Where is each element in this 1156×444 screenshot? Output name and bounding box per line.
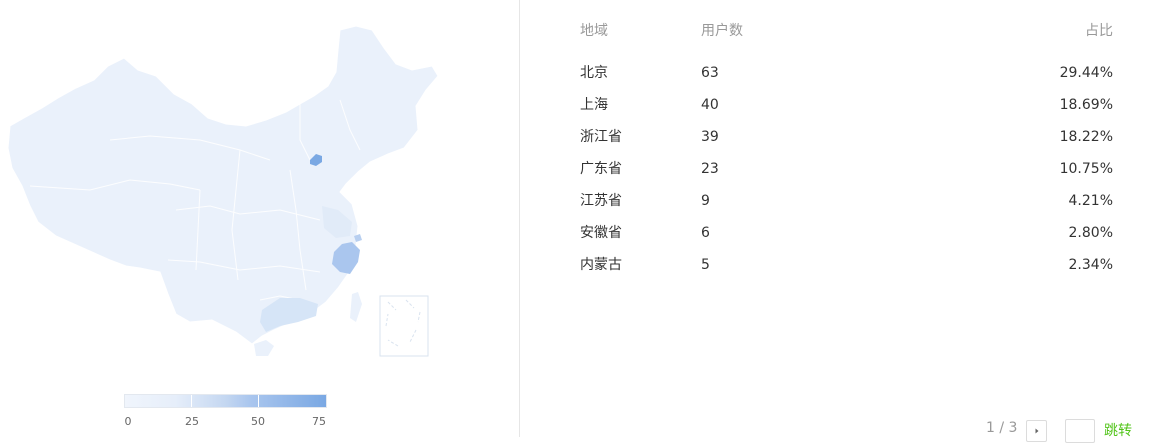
cell-users: 9 [701,193,710,209]
cell-region: 内蒙古 [580,257,622,273]
cell-region: 上海 [580,97,608,113]
cell-region: 浙江省 [580,129,622,145]
china-map-panel: 0 25 50 75 [0,0,519,437]
cell-ratio: 29.44% [1059,65,1113,81]
visual-map-legend: 0 25 50 75 [124,394,327,431]
legend-ticks: 0 25 50 75 [124,415,327,431]
china-map[interactable] [0,0,519,437]
beijing-region[interactable] [310,154,322,166]
panel-divider [519,0,520,437]
cell-users: 23 [701,161,719,177]
table-row: 浙江省 39 18.22% [580,127,1113,159]
table-row: 上海 40 18.69% [580,95,1113,127]
caret-right-icon [1035,428,1039,434]
hainan-region[interactable] [254,340,274,356]
table-row: 北京 63 29.44% [580,63,1113,95]
cell-ratio: 2.80% [1068,225,1113,241]
cell-users: 63 [701,65,719,81]
legend-tick: 0 [124,415,132,428]
zhejiang-region[interactable] [332,242,360,274]
header-ratio[interactable]: 占比 [1085,23,1113,39]
cell-region: 江苏省 [580,193,622,209]
cell-region: 北京 [580,65,608,81]
mainland-china-shape[interactable] [7,25,439,345]
jiangsu-region[interactable] [322,206,352,238]
next-page-button[interactable] [1026,420,1047,442]
cell-ratio: 18.22% [1059,129,1113,145]
jump-button[interactable]: 跳转 [1104,423,1132,439]
cell-ratio: 10.75% [1059,161,1113,177]
taiwan-region[interactable] [350,292,362,322]
legend-color-bar[interactable] [124,394,327,408]
jump-page-input[interactable] [1065,419,1095,443]
cell-region: 广东省 [580,161,622,177]
legend-tick: 25 [185,415,199,428]
table-row: 安徽省 6 2.80% [580,223,1113,255]
cell-users: 39 [701,129,719,145]
legend-divider [258,395,259,407]
header-users[interactable]: 用户数 [701,23,743,39]
legend-divider [191,395,192,407]
legend-tick: 75 [312,415,326,428]
cell-ratio: 4.21% [1068,193,1113,209]
header-region[interactable]: 地域 [580,23,608,39]
table-row: 江苏省 9 4.21% [580,191,1113,223]
cell-ratio: 18.69% [1059,97,1113,113]
table-row: 广东省 23 10.75% [580,159,1113,191]
cell-users: 5 [701,257,710,273]
cell-users: 40 [701,97,719,113]
legend-tick: 50 [251,415,265,428]
cell-users: 6 [701,225,710,241]
cell-region: 安徽省 [580,225,622,241]
province-borders [29,99,361,301]
south-china-sea-inset [379,295,429,357]
table-row: 内蒙古 5 2.34% [580,255,1113,287]
shanghai-region[interactable] [354,234,362,242]
guangdong-region[interactable] [260,298,318,332]
page-indicator: 1 / 3 [986,420,1018,436]
cell-ratio: 2.34% [1068,257,1113,273]
